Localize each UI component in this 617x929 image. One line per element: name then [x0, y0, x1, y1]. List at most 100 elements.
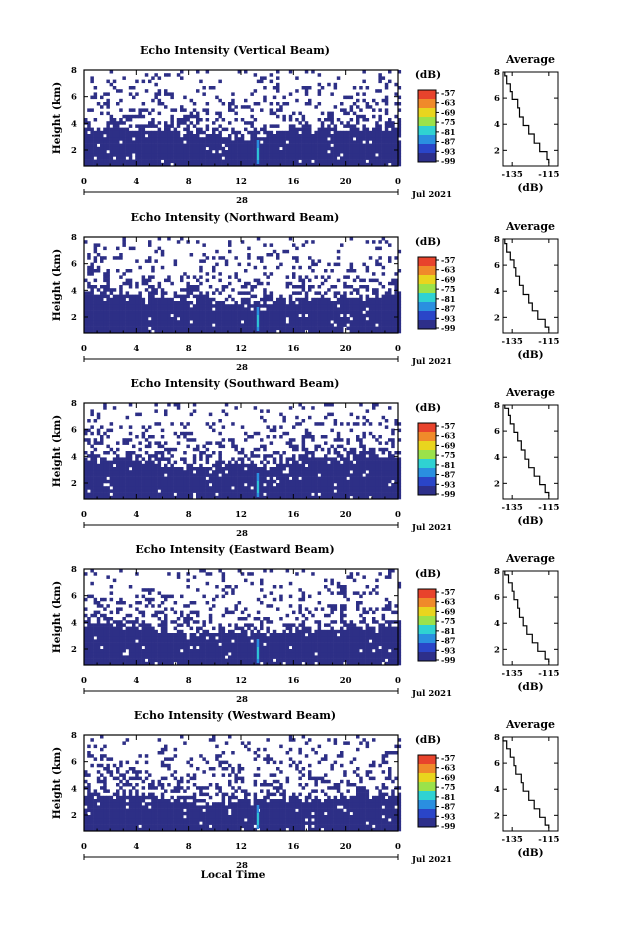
colorbar-segment	[418, 432, 436, 442]
colorbar-segment	[418, 791, 436, 801]
colorbar-label: -87	[441, 304, 455, 314]
colorbar-frame	[417, 754, 437, 828]
colorbar-label: -69	[441, 274, 456, 284]
colorbar-label: -87	[441, 137, 455, 147]
colorbar-frame	[417, 256, 437, 330]
profile-x-tick-label: -135	[502, 170, 523, 180]
heatmap	[84, 70, 402, 167]
profile-y-tick-label: 6	[494, 593, 500, 603]
x-tick-label: 0	[81, 510, 87, 520]
profile-x-tick-label: -115	[538, 170, 559, 180]
colorbar-label: -87	[441, 636, 455, 646]
y-tick-label: 2	[71, 313, 77, 323]
colorbar-label: -99	[441, 323, 456, 333]
profile-y-tick-label: 6	[494, 759, 500, 769]
panel-5: Echo Intensity (Westward Beam) 2 4 6 8 Height…	[51, 709, 560, 871]
panel-3: Echo Intensity (Southward Beam) 2 4 6 8 Heigh…	[51, 377, 560, 539]
y-tick-label: 4	[71, 286, 77, 296]
x-tick-label: 16	[287, 344, 299, 354]
panel-2: Echo Intensity (Northward Beam) 2 4 6 8 Heigh…	[51, 211, 560, 373]
echo-spike-core	[257, 647, 259, 659]
y-tick-label: 2	[71, 479, 77, 489]
colorbar-segment	[418, 818, 436, 828]
profile-x-tick-label: -115	[538, 337, 559, 347]
profile-y-tick-label: 2	[494, 313, 500, 323]
echo-spike-core	[257, 315, 259, 327]
colorbar-label: -57	[441, 587, 455, 597]
profile-x-label: (dB)	[517, 349, 543, 361]
profile-line	[504, 239, 550, 331]
profile-x-label: (dB)	[517, 182, 543, 194]
colorbar-label: -87	[441, 470, 455, 480]
x-tick-label: 8	[186, 177, 192, 187]
panel-4: Echo Intensity (Eastward Beam) 2 4 6 8 Height…	[51, 543, 560, 705]
colorbar-segment	[418, 293, 436, 303]
colorbar-frame	[417, 588, 437, 662]
x-tick-label: 16	[287, 676, 299, 686]
colorbar-segment	[418, 302, 436, 312]
x-tick-label: 0	[395, 842, 401, 852]
profile-title: Average	[505, 718, 555, 731]
x-tick-label: 8	[186, 842, 192, 852]
panel-title: Echo Intensity (Eastward Beam)	[135, 543, 334, 556]
profile-x-tick-label: -135	[502, 669, 523, 679]
y-tick-label: 4	[71, 618, 77, 628]
profile-frame	[502, 71, 559, 167]
colorbar-segment	[418, 99, 436, 109]
y-tick-label: 4	[71, 784, 77, 794]
x-tick-label: 4	[133, 676, 139, 686]
colorbar-segment	[418, 477, 436, 487]
y-tick-label: 4	[71, 452, 77, 462]
echo-spike-core	[257, 148, 259, 160]
y-tick-label: 8	[71, 66, 77, 76]
colorbar-label: -63	[441, 431, 456, 441]
profile-y-tick-label: 2	[494, 479, 500, 489]
colorbar-label: -93	[441, 811, 456, 821]
x-tick-label: 20	[340, 344, 352, 354]
profile-title: Average	[505, 220, 555, 233]
profile-y-tick-label: 4	[494, 120, 500, 130]
colorbar-segment	[418, 800, 436, 810]
colorbar-segment	[418, 153, 436, 163]
x-tick-label: 12	[235, 177, 247, 187]
day-label: 28	[236, 363, 248, 373]
date-label: Jul 2021	[411, 689, 452, 699]
colorbar-segment	[418, 441, 436, 451]
colorbar-unit: (dB)	[415, 236, 441, 248]
y-tick-label: 2	[71, 645, 77, 655]
x-tick-label: 8	[186, 510, 192, 520]
profile-y-tick-label: 6	[494, 427, 500, 437]
colorbar-label: -93	[441, 313, 456, 323]
y-tick-label: 6	[71, 93, 77, 103]
y-tick-label: 2	[71, 811, 77, 821]
profile-y-tick-label: 4	[494, 785, 500, 795]
colorbar-label: -99	[441, 489, 456, 499]
colorbar-segment	[418, 643, 436, 653]
colorbar-segment	[418, 135, 436, 145]
colorbar-segment	[418, 275, 436, 285]
colorbar-segment	[418, 598, 436, 608]
profile-x-tick-label: -115	[538, 669, 559, 679]
profile-title: Average	[505, 53, 555, 66]
heatmap	[84, 569, 402, 666]
y-tick-label: 8	[71, 565, 77, 575]
x-tick-label: 12	[235, 510, 247, 520]
colorbar-label: -81	[441, 626, 455, 636]
colorbar-segment	[418, 809, 436, 819]
panel-title: Echo Intensity (Vertical Beam)	[140, 44, 330, 57]
colorbar-label: -57	[441, 753, 455, 763]
colorbar-segment	[418, 634, 436, 644]
x-tick-label: 16	[287, 842, 299, 852]
colorbar-label: -75	[441, 616, 455, 626]
colorbar-label: -69	[441, 606, 456, 616]
profile-line	[504, 571, 550, 663]
colorbar-segment	[418, 266, 436, 276]
colorbar-segment	[418, 607, 436, 617]
profile-y-tick-label: 4	[494, 619, 500, 629]
x-tick-label: 0	[81, 177, 87, 187]
panel-title: Echo Intensity (Westward Beam)	[134, 709, 336, 722]
colorbar-segment	[418, 117, 436, 127]
x-tick-label: 0	[395, 344, 401, 354]
colorbar-label: -57	[441, 421, 455, 431]
colorbar-segment	[418, 450, 436, 460]
